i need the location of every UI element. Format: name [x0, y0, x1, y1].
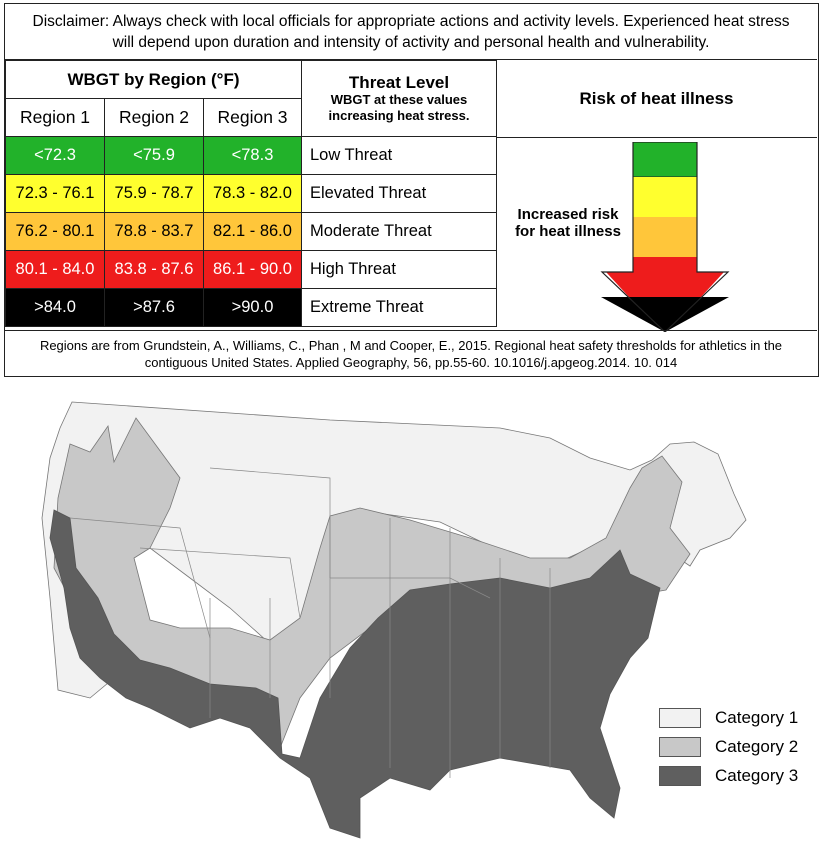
citation-text: Regions are from Grundstein, A., William… — [5, 330, 817, 376]
threat-row-high: 80.1 - 84.0 83.8 - 87.6 86.1 - 90.0 High… — [5, 250, 497, 289]
region-1-header: Region 1 — [5, 98, 105, 137]
arrow-outline — [600, 142, 730, 332]
arrow-head-black — [601, 297, 729, 332]
region-2-value: 78.8 - 83.7 — [104, 212, 204, 251]
wbgt-threat-table: WBGT by Region (°F) Threat Level WBGT at… — [5, 60, 497, 327]
map-category-3-region — [49, 509, 661, 839]
region-1-value: 76.2 - 80.1 — [5, 212, 105, 251]
threat-level-header: Threat Level WBGT at these values increa… — [301, 60, 497, 137]
region-1-value: <72.3 — [5, 136, 105, 175]
map-legend: Category 1 Category 2 Category 3 — [659, 703, 798, 790]
wbgt-header: WBGT by Region (°F) — [5, 60, 302, 99]
legend-item-category-3: Category 3 — [659, 761, 798, 790]
threat-row-extreme: >84.0 >87.6 >90.0 Extreme Threat — [5, 288, 497, 327]
risk-note: Increased risk for heat illness — [515, 206, 621, 240]
arrow-band-red — [606, 257, 724, 297]
region-1-value: >84.0 — [5, 288, 105, 327]
legend-swatch — [659, 765, 701, 786]
region-3-header: Region 3 — [203, 98, 302, 137]
legend-item-category-1: Category 1 — [659, 703, 798, 732]
legend-item-category-2: Category 2 — [659, 732, 798, 761]
threat-level-subtitle: WBGT at these values increasing heat str… — [328, 92, 470, 123]
region-1-value: 80.1 - 84.0 — [5, 250, 105, 289]
threat-row-moderate: 76.2 - 80.1 78.8 - 83.7 82.1 - 86.0 Mode… — [5, 212, 497, 251]
region-3-value: 82.1 - 86.0 — [203, 212, 302, 251]
legend-swatch — [659, 707, 701, 728]
risk-panel: Risk of heat illness Increased risk for … — [496, 60, 817, 332]
us-heat-category-map — [41, 401, 747, 839]
disclaimer-text: Disclaimer: Always check with local offi… — [5, 4, 817, 60]
map-category-1-region — [41, 401, 747, 699]
region-3-value: 78.3 - 82.0 — [203, 174, 302, 213]
legend-label: Category 3 — [715, 765, 799, 785]
legend-label: Category 1 — [715, 707, 799, 727]
region-2-value: <75.9 — [104, 136, 204, 175]
legend-swatch — [659, 736, 701, 757]
threat-level-label: Extreme Threat — [301, 288, 497, 327]
arrow-band-green — [632, 142, 698, 178]
region-2-header: Region 2 — [104, 98, 204, 137]
threat-row-low: <72.3 <75.9 <78.3 Low Threat — [5, 136, 497, 175]
arrow-band-yellow — [633, 177, 697, 217]
region-1-value: 72.3 - 76.1 — [5, 174, 105, 213]
threat-level-label: Low Threat — [301, 136, 497, 175]
state-boundaries — [69, 467, 551, 778]
threat-level-label: Elevated Threat — [301, 174, 497, 213]
threat-level-label: Moderate Threat — [301, 212, 497, 251]
region-2-value: 83.8 - 87.6 — [104, 250, 204, 289]
arrow-band-orange — [633, 217, 697, 257]
region-3-value: <78.3 — [203, 136, 302, 175]
heat-safety-sheet: Disclaimer: Always check with local offi… — [4, 3, 819, 377]
region-3-value: 86.1 - 90.0 — [203, 250, 302, 289]
region-2-value: 75.9 - 78.7 — [104, 174, 204, 213]
risk-title: Risk of heat illness — [496, 60, 817, 138]
threat-row-elevated: 72.3 - 76.1 75.9 - 78.7 78.3 - 82.0 Elev… — [5, 174, 497, 213]
risk-arrow — [600, 142, 730, 332]
region-3-value: >90.0 — [203, 288, 302, 327]
region-2-value: >87.6 — [104, 288, 204, 327]
threat-level-label: High Threat — [301, 250, 497, 289]
threat-level-title: Threat Level — [348, 73, 450, 92]
legend-label: Category 2 — [715, 736, 799, 756]
